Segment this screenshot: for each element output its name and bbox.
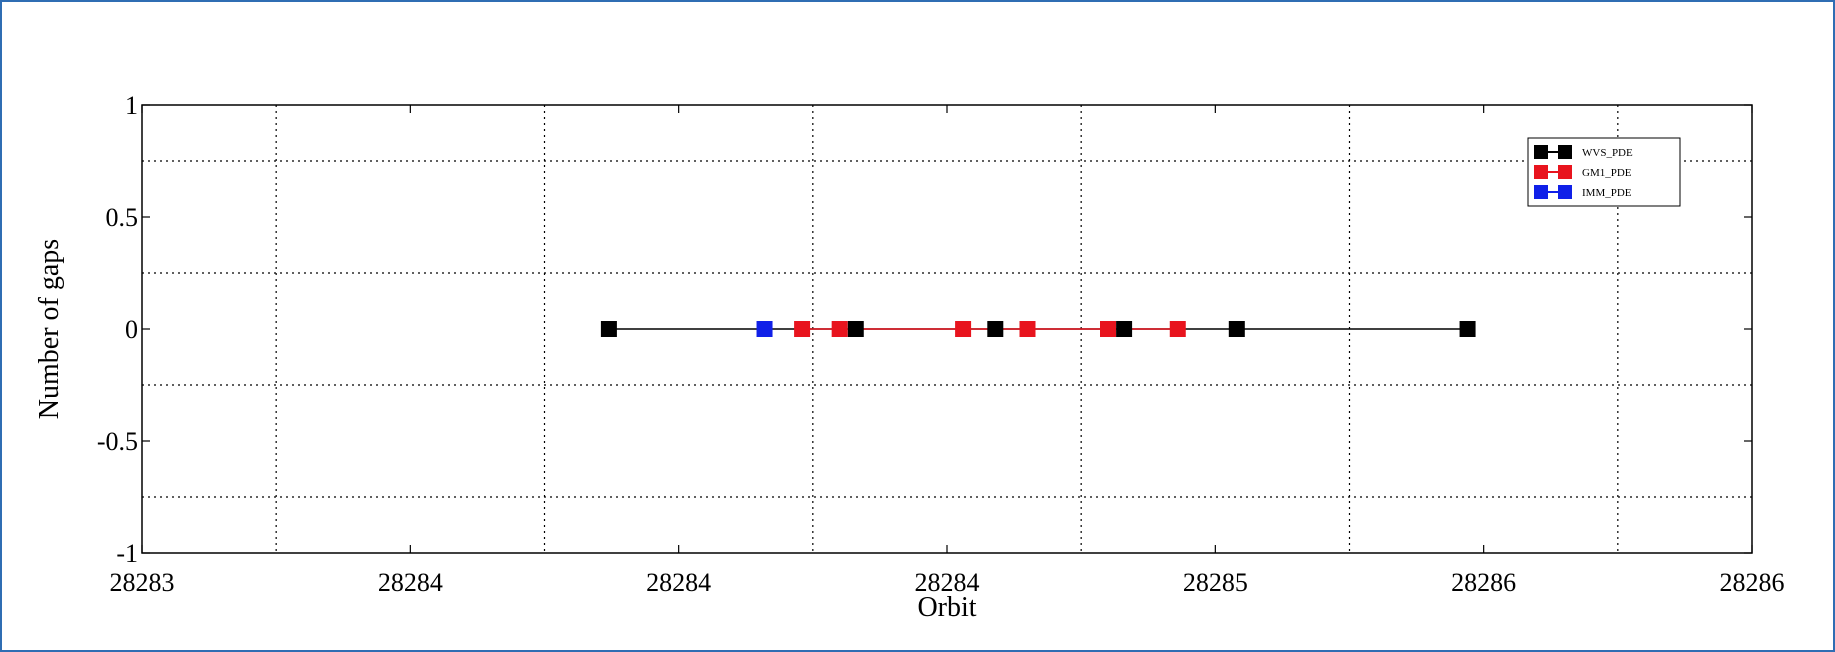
legend-marker — [1558, 145, 1572, 159]
x-tick-labels: 28283 28284 28284 28284 28285 28286 28286 — [110, 568, 1785, 597]
x-tick-label: 28284 — [915, 568, 980, 597]
x-tick-label: 28284 — [646, 568, 711, 597]
y-tick-labels: -1 -0.5 0 0.5 1 — [97, 91, 138, 568]
y-tick-label: 1 — [125, 91, 138, 120]
legend-label: WVS_PDE — [1582, 147, 1633, 159]
y-axis-title: Number of gaps — [34, 239, 65, 419]
data-point — [1169, 321, 1186, 337]
legend: WVS_PDE GM1_PDE IMM_PDE — [1527, 137, 1681, 207]
y-tick-label: -0.5 — [97, 427, 138, 456]
legend-label: IMM_PDE — [1582, 187, 1632, 199]
legend-marker — [1534, 165, 1548, 179]
x-tick-label: 28286 — [1451, 568, 1516, 597]
legend-marker — [1534, 185, 1548, 199]
x-tick-label: 28285 — [1183, 568, 1248, 597]
x-tick-label: 28283 — [110, 568, 175, 597]
x-tick-label: 28286 — [1720, 568, 1785, 597]
legend-marker — [1558, 185, 1572, 199]
data-point — [831, 321, 848, 337]
data-point — [1019, 321, 1036, 337]
x-tick-label: 28284 — [378, 568, 443, 597]
data-point — [756, 321, 773, 337]
axis-ticks — [141, 104, 1753, 554]
data-point — [600, 321, 617, 337]
data-point — [847, 321, 864, 337]
y-tick-label: 0.5 — [106, 203, 139, 232]
y-tick-label: -1 — [116, 539, 138, 568]
data-point — [955, 321, 972, 337]
data-point — [794, 321, 811, 337]
series — [600, 321, 1476, 337]
data-point — [1116, 321, 1133, 337]
data-point — [1100, 321, 1116, 337]
x-axis-title: Orbit — [917, 592, 976, 623]
legend-marker — [1534, 145, 1548, 159]
data-point — [1459, 321, 1476, 337]
legend-label: GM1_PDE — [1582, 167, 1632, 179]
y-tick-label: 0 — [125, 315, 138, 344]
legend-marker — [1558, 165, 1572, 179]
data-point — [987, 321, 1004, 337]
data-point — [1228, 321, 1245, 337]
